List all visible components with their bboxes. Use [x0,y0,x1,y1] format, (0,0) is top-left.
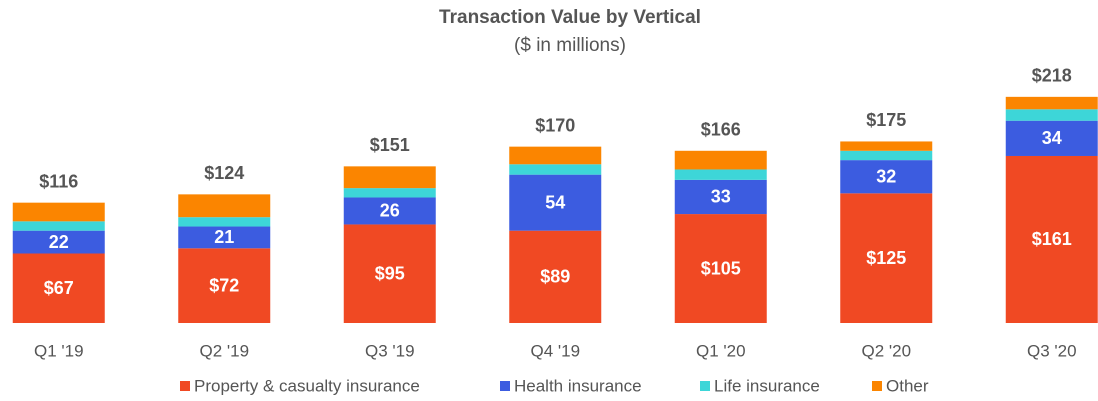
bar-segment [1005,120,1098,156]
bar-segment [178,217,271,227]
total-label: $218 [1032,66,1072,86]
data-label: $89 [540,267,570,287]
bar-segment [509,164,602,175]
legend-swatch [700,381,710,391]
total-label: $151 [370,135,410,155]
total-label: $166 [701,120,741,140]
bar-segment [840,150,933,161]
data-label: $67 [44,278,74,298]
x-tick-label: Q3 '20 [1027,341,1077,360]
x-tick-label: Q4 '19 [530,341,580,360]
x-tick-label: Q1 '19 [34,341,84,360]
legend-label: Other [886,376,929,395]
bar-segment [12,221,105,231]
bar-segment [343,197,436,225]
x-tick-label: Q1 '20 [696,341,746,360]
chart-title: Transaction Value by Vertical [439,7,701,28]
legend-swatch [500,381,510,391]
bar-segment [1005,96,1098,110]
legend-label: Health insurance [514,376,642,395]
bar-segment [674,214,767,323]
legend-label: Property & casualty insurance [194,376,420,395]
bar-segment [840,193,933,323]
bar-segment [1005,155,1098,323]
bar-segment [1005,109,1098,121]
data-label: $105 [701,258,741,278]
data-label: $72 [209,275,239,295]
x-tick-label: Q2 '19 [199,341,249,360]
bar-segment [840,160,933,194]
data-label: 32 [876,166,896,186]
bar-segment [509,174,602,231]
data-label: $161 [1032,229,1072,249]
bar-segment [343,188,436,198]
legend-swatch [872,381,882,391]
bar-segment [178,248,271,323]
chart-subtitle: ($ in millions) [514,35,626,56]
total-label: $175 [866,110,906,130]
bar-segment [509,230,602,323]
data-label: 26 [380,201,400,221]
bar-segment [840,141,933,151]
data-label: $95 [375,263,405,283]
legend-label: Life insurance [714,376,820,395]
bar-segment [674,169,767,180]
total-label: $170 [535,115,575,135]
bar-segment [509,146,602,165]
bar-segment [343,224,436,323]
bar-segment [674,150,767,170]
data-label: $125 [866,248,906,268]
bar-segment [12,230,105,254]
data-label: 54 [545,192,565,212]
x-tick-label: Q3 '19 [365,341,415,360]
bar-segment [178,194,271,218]
data-label: 21 [214,227,234,247]
data-label: 33 [711,187,731,207]
total-label: $124 [204,163,244,183]
data-label: 34 [1042,128,1062,148]
bar-segment [178,226,271,249]
bar-segment [674,179,767,215]
bar-segment [12,253,105,323]
data-label: 22 [49,232,69,252]
bar-segment [343,166,436,189]
x-tick-label: Q2 '20 [861,341,911,360]
total-label: $116 [39,171,78,191]
bar-segment [12,202,105,222]
legend-swatch [180,381,190,391]
